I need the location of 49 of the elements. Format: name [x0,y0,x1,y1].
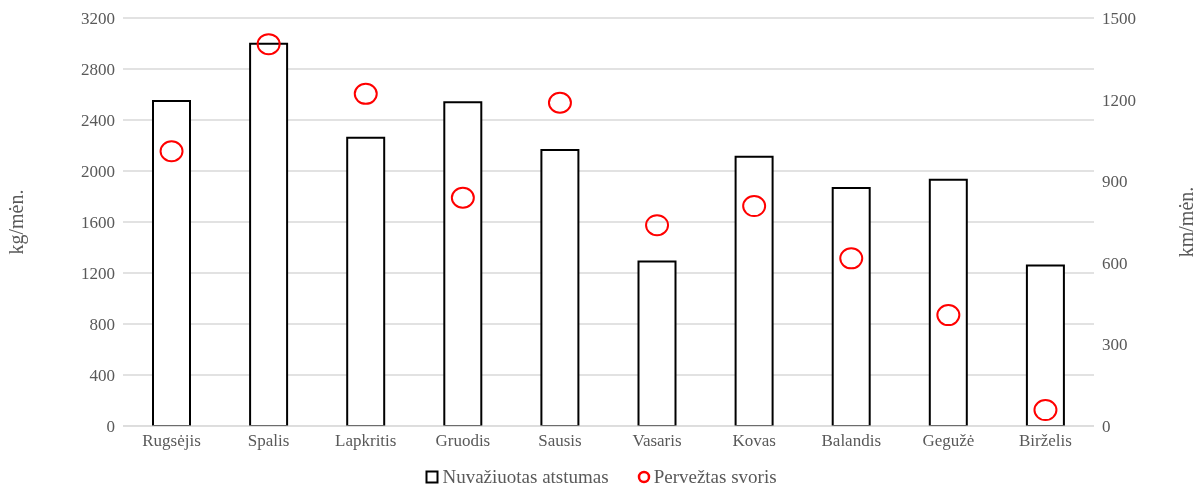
bar [831,187,871,426]
y2-axis-title: km/mėn. [1175,186,1198,258]
y-tick-label: 1200 [81,264,115,284]
bar [1025,264,1065,426]
y-tick-label: 2400 [81,111,115,131]
y2-tick-label: 1200 [1102,90,1136,110]
bar [249,42,289,426]
legend-label: Nuvažiuotas atstumas [441,466,609,488]
point [645,214,670,237]
y-axis-title: kg/mėn. [5,189,29,255]
point [256,33,281,56]
point [353,82,378,105]
point [742,195,767,218]
y2-tick-label: 300 [1102,335,1128,355]
bar [637,260,677,426]
x-tick-label: Balandis [821,431,881,451]
y2-tick-label: 600 [1102,253,1128,273]
x-tick-label: Lapkritis [335,431,397,451]
bar [540,148,580,426]
y-tick-label: 800 [89,315,115,335]
y-tick-label: 3200 [81,9,115,29]
point [839,247,864,270]
x-tick-label: Gruodis [435,431,491,451]
point [159,140,184,163]
point [936,304,961,327]
bar [346,136,386,426]
x-tick-label: Birželis [1019,431,1072,451]
x-tick-label: Sausis [538,431,582,451]
y-tick-label: 0 [106,417,115,437]
x-tick-label: Vasaris [632,431,682,451]
x-tick-label: Gegužė [922,431,975,451]
x-tick-label: Kovas [732,431,776,451]
y-tick-label: 400 [89,366,115,386]
y2-tick-label: 900 [1102,172,1128,192]
y-tick-label: 2800 [81,60,115,80]
bar [734,155,774,426]
x-tick-label: Spalis [247,431,290,451]
bar [928,178,968,426]
point [450,186,475,209]
x-tick-label: Rugsėjis [142,431,201,451]
point [547,91,572,114]
y-tick-label: 1600 [81,213,115,233]
point [1033,399,1058,422]
legend-label: Pervežtas svoris [652,466,777,488]
y-tick-label: 2000 [81,162,115,182]
y2-tick-label: 0 [1102,417,1111,437]
bar [443,101,483,426]
bar [152,99,191,426]
y2-tick-label: 1500 [1102,9,1136,29]
